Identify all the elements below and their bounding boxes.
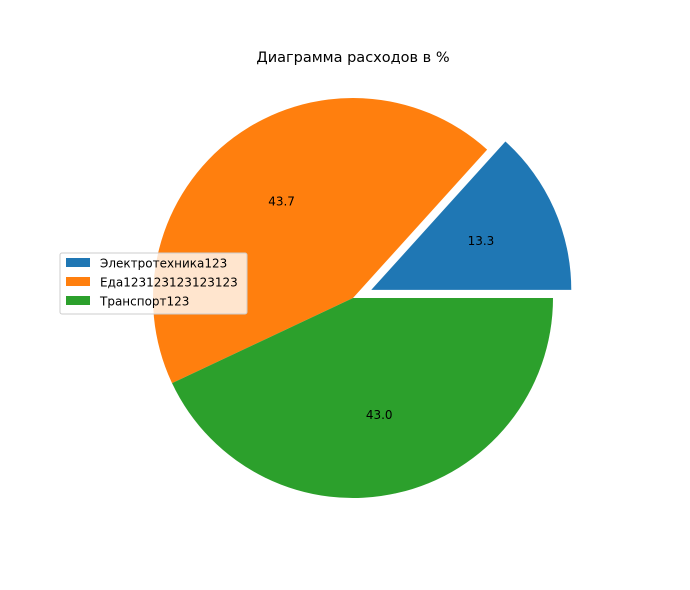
pie-slice-value-label: 13.3 [468, 234, 495, 248]
chart-title: Диаграмма расходов в % [256, 50, 449, 66]
legend-frame [59, 252, 248, 315]
legend-label: Транспорт123 [99, 295, 189, 309]
legend-swatch [66, 296, 90, 305]
pie-slice-value-label: 43.0 [366, 408, 393, 422]
legend-items: Электротехника123 Еда123123123123123 Транс… [66, 257, 238, 309]
legend-label: Еда123123123123123 [100, 276, 238, 290]
legend: Электротехника123 Еда123123123123123 Транс… [59, 252, 248, 315]
pie-slice-value-label: 43.7 [268, 195, 295, 209]
legend-swatch [66, 258, 90, 267]
legend-label: Электротехника123 [100, 257, 227, 271]
pie-slice-transport [172, 298, 553, 498]
legend-swatch [66, 277, 90, 286]
pie-slice-electronics [371, 141, 572, 290]
pie-slice-labels: 13.3 43.7 43.0 [268, 195, 494, 423]
